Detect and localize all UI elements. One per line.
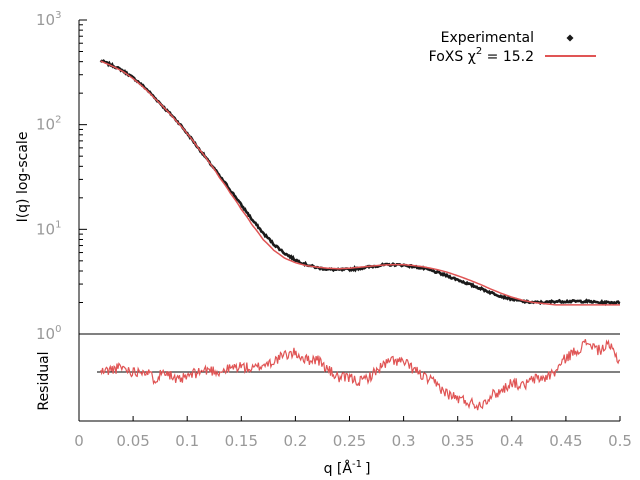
x-tick-label: 0.1 — [175, 432, 199, 450]
x-tick-label: 0.05 — [116, 432, 149, 450]
x-tick-label: 0.3 — [392, 432, 416, 450]
y-tick-label: 103 — [36, 10, 61, 29]
x-tick-label: 0.35 — [441, 432, 474, 450]
x-axis-title-main: q [Å — [324, 460, 353, 477]
legend-fit-exponent: 2 — [476, 46, 482, 57]
series-residual — [100, 338, 621, 411]
y-tick-base: 10 — [36, 325, 55, 343]
y-tick-base: 10 — [36, 11, 55, 29]
x-tick-label: 0 — [74, 432, 84, 450]
y-tick-label: 100 — [36, 324, 61, 343]
x-axis-title: q [Å-1] — [324, 459, 371, 477]
y-tick-base: 10 — [36, 220, 55, 238]
legend-fit-suffix: = 15.2 — [482, 49, 534, 65]
x-tick-label: 0.2 — [283, 432, 307, 450]
legend-fit-prefix: FoXS χ — [429, 49, 476, 65]
residual-panel: Residual — [36, 333, 621, 421]
y-tick-base: 10 — [36, 116, 55, 134]
residual-axis-title: Residual — [36, 351, 52, 410]
residual-layer — [100, 338, 621, 411]
y-tick-marks — [79, 19, 87, 335]
x-tick-label: 0.5 — [608, 432, 632, 450]
legend-label-fit: FoXS χ2 = 15.2 — [429, 46, 534, 65]
y-tick-label: 101 — [36, 219, 61, 238]
x-tick-labels: 0 0.05 0.1 0.15 0.2 0.25 0.3 0.35 0.4 0.45 0.5 — [74, 432, 632, 450]
x-tick-label: 0.45 — [549, 432, 582, 450]
x-tick-label: 0.15 — [225, 432, 258, 450]
x-axis-title-exponent: -1 — [352, 459, 362, 470]
y-tick-exponent: 1 — [55, 219, 61, 230]
x-axis-title-close: ] — [365, 461, 370, 477]
x-tick-label: 0.4 — [500, 432, 524, 450]
y-tick-label: 102 — [36, 115, 61, 134]
x-axis: 0 0.05 0.1 0.15 0.2 0.25 0.3 0.35 0.4 0.45 0.5 q [… — [74, 416, 632, 477]
y-tick-exponent: 3 — [55, 10, 61, 21]
x-tick-marks — [78, 416, 621, 421]
legend-marker-experimental — [566, 34, 574, 42]
y-tick-exponent: 2 — [55, 115, 61, 126]
y-axis-title: I(q) log-scale — [15, 132, 31, 223]
legend-label-experimental: Experimental — [441, 30, 534, 46]
legend: Experimental FoXS χ2 = 15.2 — [429, 30, 596, 65]
y-tick-exponent: 0 — [55, 324, 61, 335]
series-foxs-fit — [100, 60, 620, 306]
series-layer — [99, 59, 621, 307]
x-tick-label: 0.25 — [333, 432, 366, 450]
